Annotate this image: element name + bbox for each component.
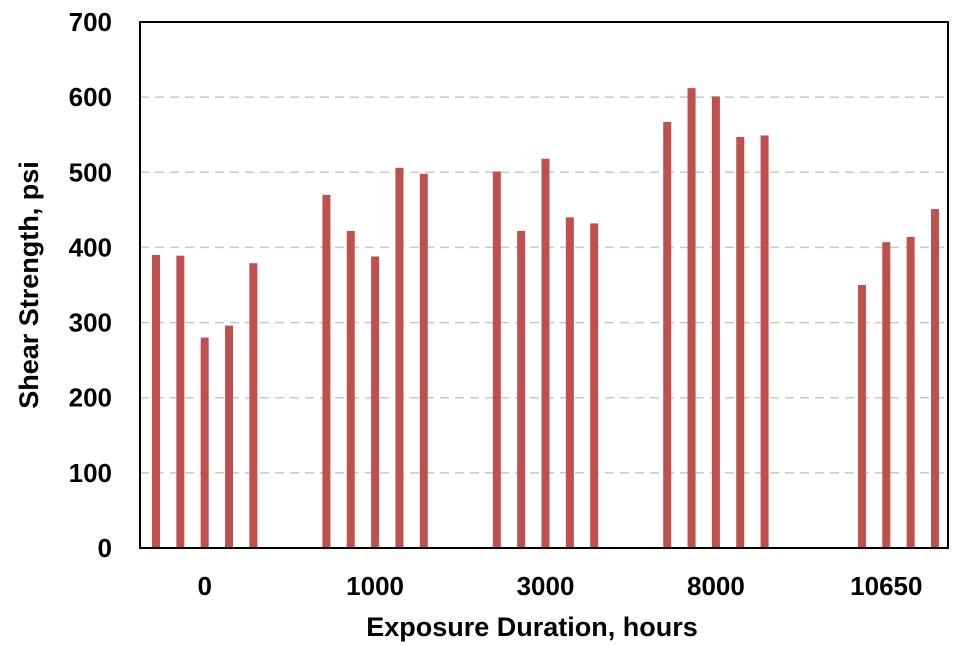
y-tick-label: 200 bbox=[69, 383, 112, 413]
x-tick-label: 10650 bbox=[850, 571, 922, 601]
bar bbox=[663, 121, 672, 548]
bar bbox=[687, 88, 696, 548]
y-tick-label: 500 bbox=[69, 157, 112, 187]
bar bbox=[395, 167, 404, 548]
x-tick-label: 0 bbox=[197, 571, 211, 601]
y-tick-label: 700 bbox=[69, 7, 112, 37]
y-axis-title: Shear Strength, psi bbox=[14, 161, 44, 409]
bar bbox=[249, 263, 258, 548]
bars bbox=[152, 88, 939, 549]
y-tick-labels: 0 100 200 300 400 500 600 700 bbox=[69, 7, 112, 563]
y-tick-label: 100 bbox=[69, 458, 112, 488]
bar bbox=[711, 96, 720, 549]
x-axis-title: Exposure Duration, hours bbox=[366, 612, 698, 642]
bar bbox=[176, 255, 185, 549]
x-tick-label: 3000 bbox=[517, 571, 575, 601]
y-tick-label: 400 bbox=[69, 232, 112, 262]
bar bbox=[200, 337, 209, 548]
bar bbox=[857, 285, 866, 548]
y-tick-label: 600 bbox=[69, 82, 112, 112]
bar bbox=[736, 136, 745, 548]
plot-frame bbox=[139, 21, 949, 549]
bar bbox=[419, 173, 428, 548]
bar bbox=[322, 194, 331, 549]
bar bbox=[492, 171, 501, 548]
x-tick-label: 1000 bbox=[346, 571, 404, 601]
bar bbox=[225, 325, 234, 548]
bar bbox=[565, 217, 574, 548]
bar bbox=[590, 223, 599, 548]
x-tick-labels: 0 1000 3000 8000 10650 bbox=[197, 571, 922, 601]
bar bbox=[906, 236, 915, 548]
y-tick-label: 0 bbox=[98, 533, 112, 563]
bar bbox=[517, 230, 526, 548]
bar bbox=[882, 242, 891, 548]
bar bbox=[152, 254, 160, 548]
bar bbox=[760, 135, 769, 549]
y-tick-label: 300 bbox=[69, 308, 112, 338]
x-tick-label: 8000 bbox=[687, 571, 745, 601]
bar bbox=[931, 209, 939, 548]
bar bbox=[371, 256, 380, 548]
bar bbox=[541, 158, 550, 548]
bar bbox=[346, 230, 355, 548]
